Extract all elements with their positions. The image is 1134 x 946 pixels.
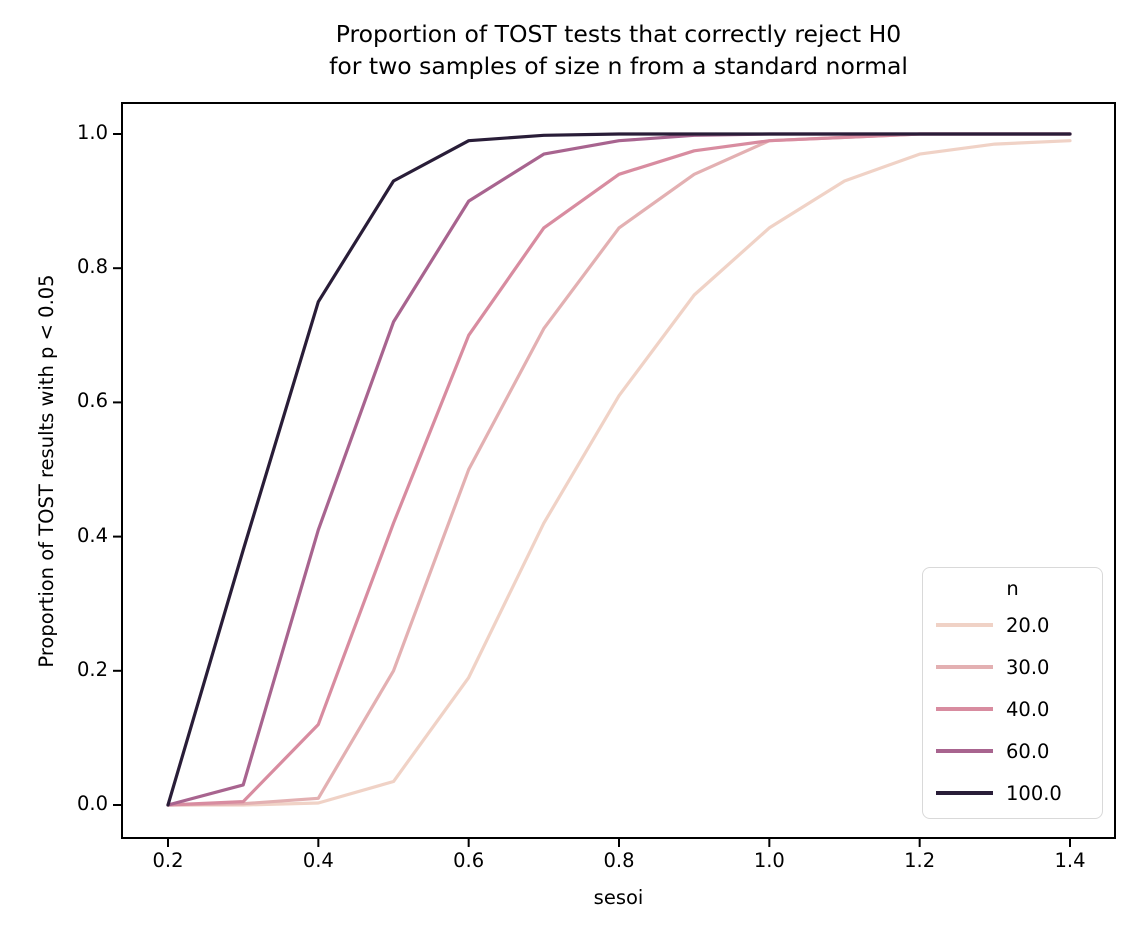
series-line-n20 [166, 139, 1072, 807]
chart-title: Proportion of TOST tests that correctly … [122, 18, 1115, 82]
x-tick-label: 0.2 [152, 849, 184, 872]
y-tick-label: 0.2 [76, 657, 108, 681]
y-tick-label: 0.6 [76, 389, 108, 413]
x-tick-label: 1.2 [904, 849, 936, 872]
x-axis-label: sesoi [593, 886, 644, 909]
legend-entry: 30.0 [936, 646, 1102, 688]
y-tick-label: 0.8 [76, 255, 108, 279]
y-axis-label: Proportion of TOST results with p < 0.05 [35, 274, 58, 668]
x-tick-label: 0.6 [453, 849, 485, 872]
x-tick-label: 1.0 [753, 849, 785, 872]
legend-entry: 40.0 [936, 688, 1102, 730]
legend-label-n20: 20.0 [1006, 613, 1050, 637]
legend-label-n30: 30.0 [1006, 655, 1050, 679]
y-tick-label: 1.0 [76, 121, 108, 144]
y-tick-label: 0.4 [76, 523, 108, 547]
legend-swatch-n40 [936, 707, 993, 711]
x-tick-label: 1.4 [1054, 849, 1086, 872]
legend-entry: 20.0 [936, 604, 1102, 646]
legend-label-n60: 60.0 [1006, 739, 1050, 763]
legend-title: n [1006, 577, 1019, 600]
y-tick-label: 0.0 [76, 792, 108, 815]
chart-title-line1: Proportion of TOST tests that correctly … [335, 20, 902, 48]
legend-swatch-n60 [936, 749, 993, 753]
legend-swatch-n20 [936, 623, 993, 627]
plot-spines [121, 102, 1116, 839]
x-tick-label: 0.8 [603, 849, 635, 872]
legend-swatch-n100 [936, 791, 993, 795]
chart-title-line2: for two samples of size n from a standar… [329, 52, 908, 80]
x-tick-label: 0.4 [302, 849, 334, 872]
series-lines [166, 132, 1072, 807]
legend-entry: 60.0 [936, 730, 1102, 772]
legend-label-n40: 40.0 [1006, 697, 1050, 721]
legend-swatch-n30 [936, 665, 993, 669]
series-line-n100 [166, 132, 1072, 807]
legend-entry: 100.0 [936, 772, 1102, 814]
legend-label-n100: 100.0 [1006, 781, 1062, 805]
tick-marks [113, 133, 1071, 847]
legend: n 20.0 30.0 40.0 60.0 100.0 [922, 567, 1103, 819]
